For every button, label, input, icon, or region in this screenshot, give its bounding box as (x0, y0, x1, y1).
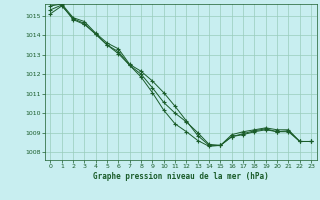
X-axis label: Graphe pression niveau de la mer (hPa): Graphe pression niveau de la mer (hPa) (93, 172, 269, 181)
